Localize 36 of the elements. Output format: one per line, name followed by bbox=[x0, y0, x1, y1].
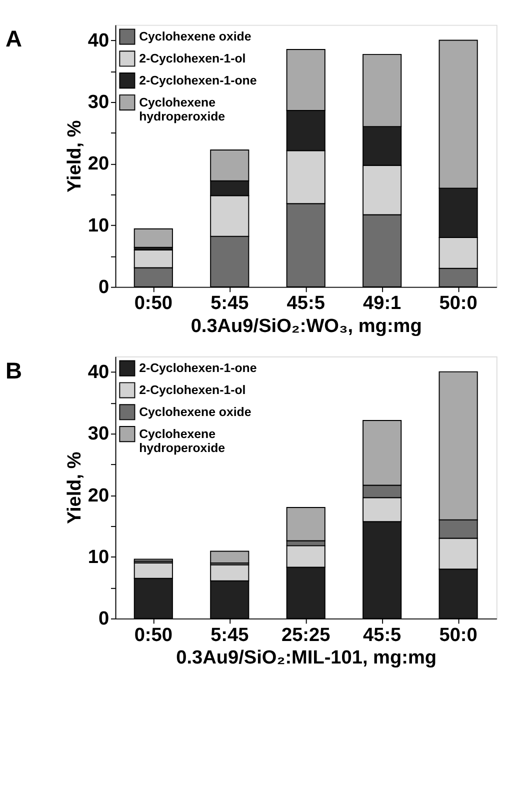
legend-label: Cyclohexene oxide bbox=[139, 30, 252, 44]
x-tick-label: 45:5 bbox=[363, 624, 402, 646]
x-tick-label: 5:45 bbox=[210, 293, 250, 314]
chart-title: A bbox=[5, 26, 22, 52]
legend-label: Cyclohexene hydroperoxide bbox=[139, 95, 226, 124]
y-tick-label: 40 bbox=[88, 30, 110, 52]
x-tick-label: 50:0 bbox=[439, 624, 478, 646]
bar bbox=[210, 550, 250, 564]
x-tick-label: 5:45 bbox=[210, 624, 250, 646]
y-tick-label: 20 bbox=[88, 485, 110, 506]
x-axis-title: 0.3Au9/SiO₂:MIL-101, mg:mg bbox=[176, 648, 437, 669]
y-tick-label: 0 bbox=[98, 277, 110, 298]
chart-title: B bbox=[5, 357, 22, 384]
y-tick-label: 40 bbox=[88, 362, 110, 384]
x-tick-label: 0:50 bbox=[134, 624, 172, 646]
legend-label: 2-Cyclohexen-1-ol bbox=[139, 51, 246, 66]
x-tick-label: 50:0 bbox=[439, 293, 478, 314]
x-axis-title: 0.3Au9/SiO₂:WO₃, mg:mg bbox=[190, 316, 422, 338]
y-tick-label: 10 bbox=[88, 215, 110, 236]
y-axis-title: Yield, % bbox=[64, 120, 86, 192]
legend-label: 2-Cyclohexen-1-one bbox=[139, 73, 257, 88]
y-axis-title: Yield, % bbox=[64, 452, 86, 524]
legend-label: 2-Cyclohexen-1-one bbox=[139, 361, 257, 376]
legend-label: Cyclohexene oxide bbox=[139, 404, 252, 419]
x-tick-label: 49:1 bbox=[363, 293, 402, 314]
y-tick-label: 0 bbox=[98, 608, 110, 630]
legend-label: 2-Cyclohexen-1-ol bbox=[139, 383, 246, 398]
legend-label: Cyclohexene hydroperoxide bbox=[139, 426, 226, 456]
y-tick-label: 10 bbox=[88, 546, 110, 568]
x-tick-label: 25:25 bbox=[282, 624, 331, 646]
y-tick-label: 30 bbox=[88, 424, 110, 445]
bar bbox=[134, 228, 173, 248]
x-tick-label: 45:5 bbox=[286, 293, 326, 314]
y-tick-label: 20 bbox=[88, 154, 110, 175]
y-tick-label: 30 bbox=[88, 92, 110, 114]
x-tick-label: 0:50 bbox=[134, 293, 172, 314]
